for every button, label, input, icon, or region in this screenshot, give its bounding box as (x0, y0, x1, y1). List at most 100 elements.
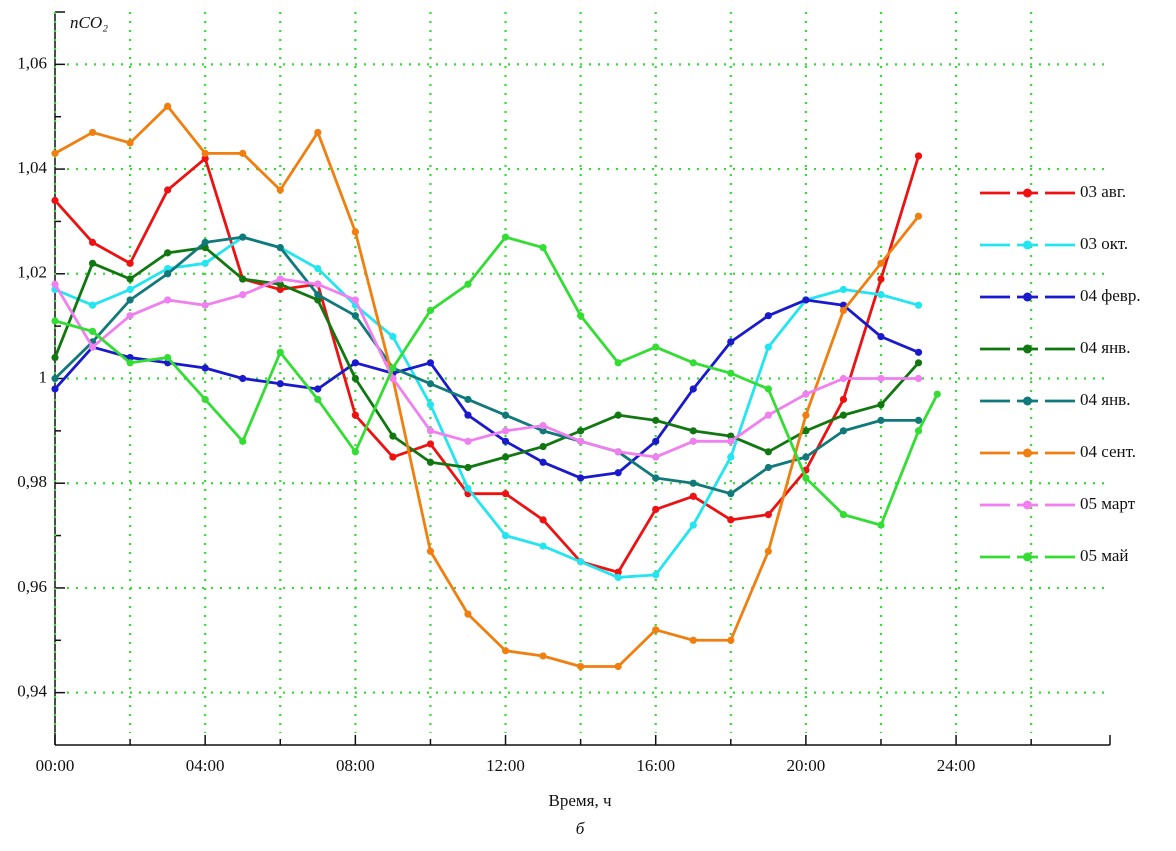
data-point (426, 440, 435, 448)
data-point (239, 374, 247, 383)
series-line (53, 277, 919, 459)
data-point (764, 463, 772, 472)
legend-label: 04 сент. (1080, 442, 1136, 461)
data-point (914, 374, 923, 383)
data-point (126, 275, 134, 283)
data-point (914, 152, 923, 160)
data-point (464, 411, 472, 419)
data-point (464, 437, 472, 445)
data-point (276, 380, 284, 388)
data-point (501, 490, 510, 498)
data-point (426, 306, 435, 315)
data-point (877, 401, 885, 409)
data-point (877, 374, 885, 383)
data-point (314, 395, 322, 404)
data-point (689, 479, 697, 487)
y-tick-label: 0,96 (17, 577, 47, 596)
x-tick-label: 12:00 (486, 756, 525, 775)
data-point (652, 437, 660, 445)
data-point (577, 474, 585, 482)
data-point (351, 374, 359, 383)
data-point (539, 652, 547, 660)
data-point (426, 401, 435, 409)
y-tick-label: 1 (39, 367, 48, 386)
data-point (239, 149, 247, 157)
data-point (239, 275, 247, 283)
data-point (539, 516, 547, 524)
data-point (351, 312, 359, 320)
series-line (53, 155, 920, 574)
data-point (88, 301, 97, 309)
x-tick-label: 20:00 (787, 756, 826, 775)
data-point (201, 155, 209, 163)
data-point (164, 353, 172, 362)
data-point (464, 463, 472, 472)
x-tick-label: 04:00 (186, 756, 225, 775)
data-point (276, 285, 284, 294)
data-point (51, 149, 59, 157)
data-point (652, 505, 660, 513)
data-point (88, 327, 97, 335)
data-point (276, 244, 284, 252)
data-point (577, 427, 585, 435)
data-point (764, 411, 772, 419)
data-point (126, 312, 134, 320)
data-point (51, 280, 59, 288)
y-tick-label: 1,04 (17, 158, 47, 177)
data-point (501, 531, 510, 540)
data-point (126, 285, 134, 294)
data-point (839, 374, 848, 383)
data-point (689, 636, 697, 644)
data-point (727, 516, 735, 524)
data-point (126, 359, 134, 367)
data-point (164, 249, 172, 257)
data-point (239, 291, 247, 299)
y-axis-label: nCO₂ (70, 13, 108, 32)
data-point (464, 395, 472, 404)
data-point (201, 149, 209, 157)
legend-swatch-dot (1023, 448, 1032, 458)
data-point (652, 343, 660, 351)
y-tick-label: 1,06 (17, 53, 47, 72)
data-point (126, 139, 134, 147)
legend-label: 05 март (1080, 494, 1136, 513)
data-point (126, 296, 134, 304)
legend-label: 05 май (1080, 546, 1129, 565)
data-point (839, 511, 848, 519)
data-point (126, 353, 134, 362)
x-axis-label: Время, ч (548, 791, 611, 810)
data-point (464, 610, 472, 618)
data-point (239, 437, 247, 445)
data-point (351, 296, 359, 304)
data-point (314, 280, 322, 288)
legend-swatch-dot (1023, 500, 1032, 510)
data-point (164, 102, 172, 110)
x-tick-label: 00:00 (36, 756, 75, 775)
data-point (877, 275, 885, 283)
data-point (351, 359, 359, 367)
data-point (802, 296, 810, 304)
data-point (201, 395, 209, 404)
data-point (727, 437, 735, 445)
data-point (689, 427, 697, 435)
data-point (389, 374, 397, 383)
data-point (802, 411, 810, 419)
y-tick-label: 0,98 (17, 472, 47, 491)
data-point (51, 317, 59, 325)
data-point (201, 259, 209, 267)
data-point (914, 359, 923, 367)
data-point (88, 259, 97, 267)
series-line (54, 235, 919, 579)
data-point (727, 338, 735, 346)
legend-label: 04 янв. (1080, 338, 1130, 357)
data-point (727, 432, 735, 440)
data-point (51, 196, 59, 205)
data-point (689, 492, 697, 500)
data-point (464, 484, 472, 493)
data-point (764, 343, 772, 351)
data-point (464, 280, 472, 288)
series-line (54, 235, 919, 496)
legend-swatch-dot (1023, 240, 1032, 250)
data-point (501, 411, 510, 419)
data-point (539, 422, 547, 430)
